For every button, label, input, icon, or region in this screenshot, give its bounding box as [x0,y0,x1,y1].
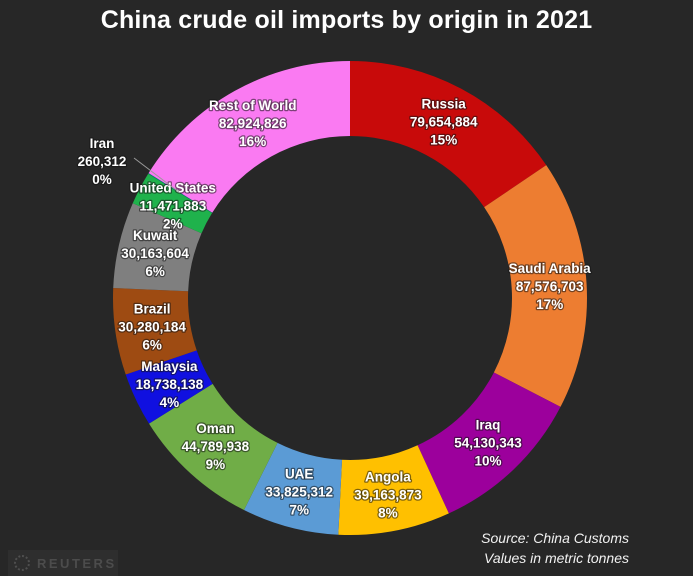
svg-text:87,576,703: 87,576,703 [516,279,584,294]
donut-slice-rest-of-world [148,60,350,213]
donut-slice-angola [338,445,449,535]
donut-slice-malaysia [125,350,213,424]
svg-text:39,163,873: 39,163,873 [354,487,422,502]
svg-text:0%: 0% [92,172,112,187]
svg-text:10%: 10% [474,454,501,469]
svg-text:Angola: Angola [365,469,411,484]
slice-label-iraq: Iraq 54,130,343 10% [453,416,524,470]
donut-slice-russia [350,61,547,208]
svg-text:4%: 4% [160,395,180,410]
svg-text:18,738,138: 18,738,138 [136,377,204,392]
svg-text:54,130,343: 54,130,343 [454,436,522,451]
svg-text:Saudi Arabia: Saudi Arabia [509,261,592,276]
svg-text:Iraq: Iraq [476,418,501,433]
slice-label-iran: Iran 260,312 0% [76,135,127,189]
units-line: Values in metric tonnes [484,550,629,566]
svg-text:UAE: UAE [285,467,314,482]
donut-slice-saudi-arabia [484,165,588,407]
donut-slice-uae [243,442,342,535]
donut-slice-iraq [417,372,561,514]
chart-title: China crude oil imports by origin in 202… [100,6,593,34]
svg-text:9%: 9% [206,457,226,472]
slice-label-uae: UAE 33,825,312 7% [264,465,334,519]
slice-label-saudi-arabia: Saudi Arabia 87,576,703 17% [507,260,592,314]
slice-label-angola: Angola 39,163,873 8% [353,468,424,522]
reuters-orb-icon [14,555,30,571]
svg-text:260,312: 260,312 [78,154,127,169]
svg-text:6%: 6% [145,264,165,279]
reuters-wordmark: REUTERS [37,555,117,571]
donut-slice-united-states [132,173,213,234]
svg-text:17%: 17% [536,297,563,312]
svg-text:8%: 8% [378,505,398,520]
donut-slice-oman [149,383,278,510]
svg-text:11,471,883: 11,471,883 [139,198,206,213]
svg-text:Kuwait: Kuwait [133,228,178,243]
svg-text:30,163,604: 30,163,604 [121,246,189,261]
leader-line-iran [133,157,181,194]
svg-text:30,280,184: 30,280,184 [118,320,186,335]
svg-text:2%: 2% [163,216,183,231]
slice-label-oman: Oman 44,789,938 9% [180,420,251,474]
svg-text:79,654,884: 79,654,884 [410,114,478,129]
svg-text:Russia: Russia [422,96,467,111]
slice-label-rest-of-world: Rest of World 82,924,826 16% [208,97,298,151]
donut-slice-brazil [113,288,197,375]
source-line: Source: China Customs [481,530,629,546]
svg-text:82,924,826: 82,924,826 [219,116,287,131]
svg-text:Malaysia: Malaysia [141,359,198,374]
svg-text:16%: 16% [239,134,266,149]
svg-text:33,825,312: 33,825,312 [265,485,333,500]
slice-label-brazil: Brazil 30,280,184 6% [117,300,188,354]
svg-text:15%: 15% [430,132,457,147]
slice-label-russia: Russia 79,654,884 15% [409,95,480,149]
svg-text:7%: 7% [289,503,309,518]
svg-text:Iran: Iran [90,136,115,151]
donut-slice-kuwait [113,203,202,292]
slice-label-kuwait: Kuwait 30,163,604 6% [120,227,191,281]
svg-text:Rest of World: Rest of World [209,98,297,113]
svg-text:Oman: Oman [196,421,234,436]
reuters-logo: REUTERS [8,550,118,576]
slice-label-malaysia: Malaysia 18,738,138 4% [134,358,205,412]
svg-text:44,789,938: 44,789,938 [182,439,250,454]
donut-slice-iran [148,173,213,214]
svg-text:6%: 6% [142,338,162,353]
source-note: Source: China Customs Values in metric t… [481,528,629,568]
svg-text:Brazil: Brazil [134,302,171,317]
